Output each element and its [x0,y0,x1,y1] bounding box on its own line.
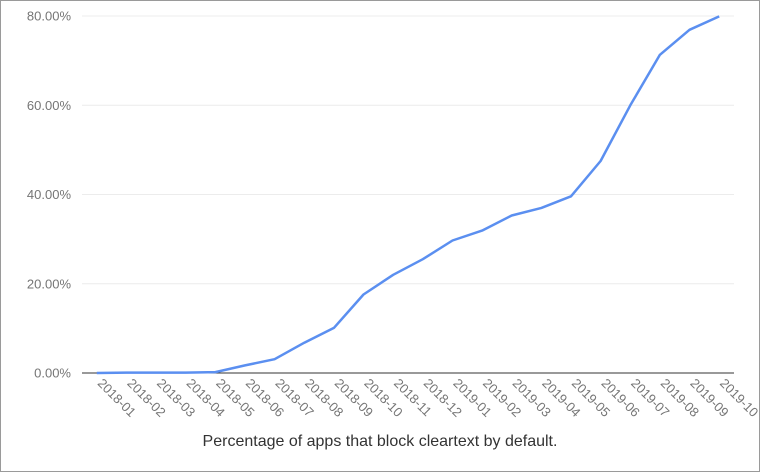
y-tick-label: 20.00% [27,276,72,291]
grid-lines [82,15,734,285]
y-tick-label: 0.00% [34,366,71,381]
chart-caption: Percentage of apps that block cleartext … [202,433,558,450]
x-axis-ticks: 2018-012018-022018-032018-042018-052018-… [95,376,759,420]
y-tick-label: 60.00% [27,98,72,113]
y-tick-label: 80.00% [27,9,72,24]
series-line [96,15,720,375]
y-tick-label: 40.00% [27,187,72,202]
y-axis-ticks: 0.00% 20.00% 40.00% 60.00% 80.00% [27,9,72,381]
